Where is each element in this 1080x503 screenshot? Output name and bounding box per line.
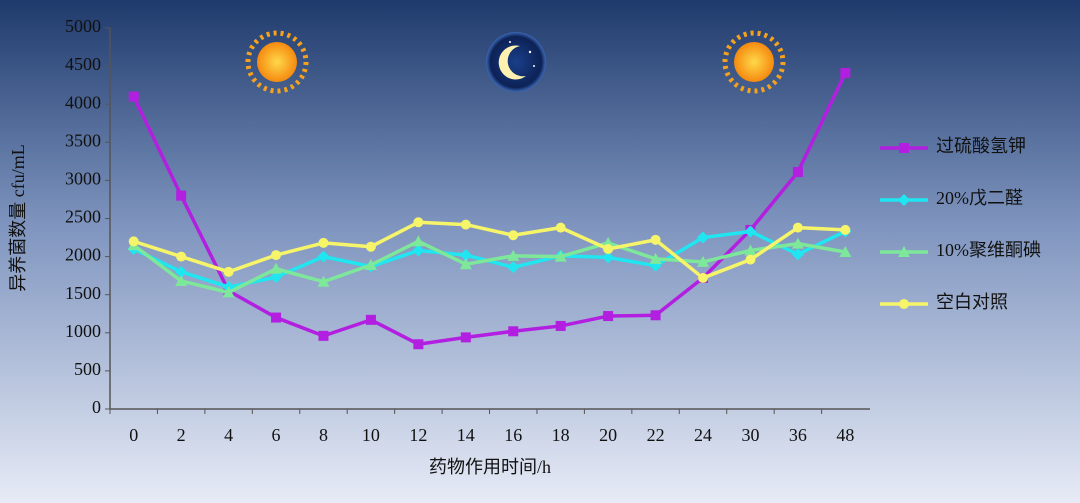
data-point: [603, 311, 614, 322]
data-point: [745, 254, 756, 265]
data-point: [318, 237, 329, 248]
y-tick-label: 0: [92, 397, 101, 417]
y-tick-label: 1000: [65, 321, 101, 341]
data-point: [128, 91, 139, 102]
data-point: [365, 241, 376, 252]
data-point: [555, 222, 566, 233]
x-tick-label: 18: [552, 425, 570, 445]
x-tick-label: 10: [362, 425, 380, 445]
data-point: [650, 234, 661, 245]
x-tick-label: 24: [694, 425, 712, 445]
x-tick-label: 22: [647, 425, 665, 445]
data-point: [176, 190, 187, 201]
legend-marker: [898, 246, 910, 257]
y-tick-label: 3000: [65, 169, 101, 189]
x-tick-label: 30: [741, 425, 759, 445]
data-point: [412, 235, 425, 247]
data-point: [318, 330, 329, 341]
data-point: [413, 339, 424, 350]
series-line: [132, 239, 846, 295]
data-point: [175, 265, 188, 278]
data-point: [507, 261, 520, 274]
data-point: [364, 258, 377, 270]
data-point: [413, 217, 424, 228]
data-point: [508, 230, 519, 241]
data-point: [270, 271, 283, 284]
data-point: [271, 250, 282, 261]
y-tick-label: 1500: [65, 283, 101, 303]
data-point: [791, 237, 804, 249]
data-point: [459, 249, 472, 262]
data-point: [792, 222, 803, 233]
x-tick-label: 36: [789, 425, 807, 445]
data-point: [317, 250, 330, 263]
data-point: [271, 312, 282, 323]
data-point: [554, 250, 567, 262]
data-point: [223, 266, 234, 277]
data-point: [698, 272, 709, 283]
data-point: [555, 320, 566, 331]
data-point: [697, 231, 710, 244]
data-point: [460, 332, 471, 343]
y-tick-label: 3500: [65, 130, 101, 150]
moon-icon: [486, 32, 546, 92]
legend-marker: [899, 143, 909, 153]
data-point: [791, 248, 804, 261]
legend-label: 过硫酸氢钾: [936, 136, 1026, 156]
data-point: [270, 262, 283, 274]
data-point: [175, 274, 188, 286]
data-point: [317, 275, 330, 287]
y-axis-label: 异养菌数量 cfu/mL: [8, 144, 28, 291]
x-tick-label: 12: [409, 425, 427, 445]
y-tick-label: 5000: [65, 16, 101, 36]
data-point: [602, 251, 615, 264]
data-point: [508, 326, 519, 337]
y-tick-label: 4000: [65, 92, 101, 112]
data-point: [176, 251, 187, 262]
x-tick-label: 20: [599, 425, 617, 445]
data-point: [128, 236, 139, 247]
legend-label: 空白对照: [936, 292, 1008, 312]
x-tick-label: 4: [224, 425, 233, 445]
x-tick-label: 16: [504, 425, 522, 445]
data-point: [222, 286, 235, 298]
data-point: [839, 246, 852, 258]
data-point: [507, 249, 520, 261]
sun-icon: [245, 30, 309, 94]
data-point: [603, 243, 614, 254]
legend-label: 20%戊二醛: [936, 188, 1023, 208]
data-point: [649, 252, 662, 264]
data-point: [697, 255, 710, 267]
data-point: [365, 314, 376, 325]
data-point: [459, 258, 472, 270]
data-point: [460, 219, 471, 230]
y-tick-label: 500: [74, 359, 101, 379]
data-point: [744, 225, 757, 238]
data-point: [744, 244, 757, 256]
data-point: [840, 224, 851, 235]
y-tick-label: 4500: [65, 54, 101, 74]
x-tick-label: 48: [836, 425, 854, 445]
x-tick-label: 0: [129, 425, 138, 445]
x-tick-label: 14: [457, 425, 475, 445]
x-tick-label: 6: [272, 425, 281, 445]
data-point: [840, 67, 851, 78]
data-point: [650, 310, 661, 321]
data-point: [792, 167, 803, 178]
x-tick-label: 2: [177, 425, 186, 445]
legend-label: 10%聚维酮碘: [936, 240, 1041, 260]
data-point: [412, 244, 425, 257]
x-axis-label: 药物作用时间/h: [429, 457, 551, 477]
series-line: [132, 72, 847, 346]
legend-marker: [899, 299, 909, 309]
sun-icon: [722, 30, 786, 94]
y-tick-label: 2000: [65, 245, 101, 265]
legend-marker: [898, 194, 910, 206]
y-tick-label: 2500: [65, 207, 101, 227]
series-line: [133, 220, 846, 280]
x-tick-label: 8: [319, 425, 328, 445]
